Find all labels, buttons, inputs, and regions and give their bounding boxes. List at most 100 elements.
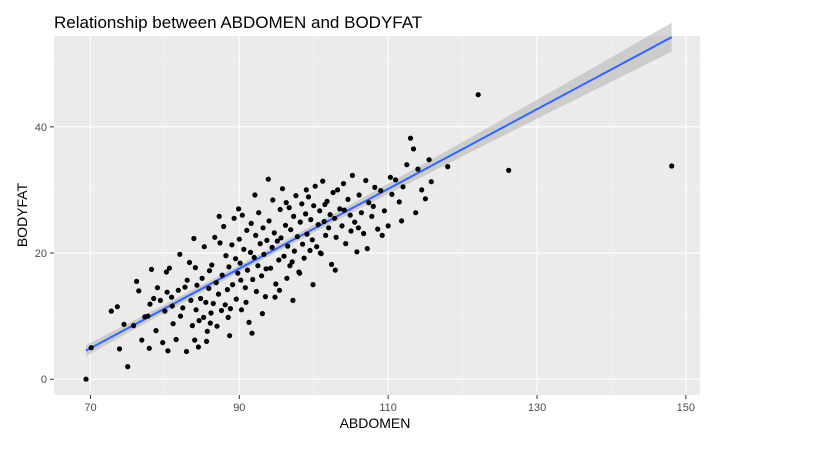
data-point (268, 265, 274, 271)
data-point (195, 344, 201, 350)
data-point (307, 247, 313, 254)
data-point (157, 297, 163, 303)
data-point (201, 314, 207, 320)
data-point (208, 310, 214, 316)
data-point (293, 193, 299, 199)
data-point (372, 184, 378, 190)
chart-title: Relationship between ABDOMEN and BODYFAT (54, 13, 422, 32)
data-point (201, 244, 207, 250)
data-point (389, 191, 395, 197)
data-point (370, 203, 376, 209)
data-point (243, 299, 249, 305)
data-point (475, 92, 481, 98)
data-point (170, 321, 176, 327)
data-point (301, 255, 307, 261)
data-point (203, 299, 209, 305)
data-point (281, 253, 287, 259)
data-point (224, 287, 230, 293)
data-point (125, 364, 131, 370)
data-point (326, 225, 332, 231)
data-point (121, 321, 127, 327)
data-point (422, 196, 428, 202)
data-point (209, 262, 215, 268)
data-point (299, 201, 305, 207)
data-point (262, 294, 268, 300)
data-point (192, 265, 198, 271)
data-point (333, 234, 339, 240)
data-point (231, 215, 237, 221)
data-point (83, 376, 89, 382)
data-point (375, 226, 381, 232)
data-point (238, 277, 244, 283)
data-point (173, 336, 179, 343)
data-point (146, 345, 152, 351)
data-point (248, 220, 254, 226)
data-point (154, 285, 160, 291)
data-point (236, 236, 242, 242)
data-point (317, 250, 323, 256)
data-point (216, 213, 222, 219)
data-point (320, 178, 326, 184)
data-point (166, 265, 172, 271)
data-point (300, 241, 306, 247)
data-point (273, 281, 279, 287)
data-point (238, 307, 245, 313)
data-point (151, 295, 157, 302)
y-axis-title: BODYFAT (14, 182, 30, 247)
data-point (237, 260, 243, 266)
data-point (387, 174, 393, 180)
data-point (175, 287, 181, 293)
data-point (230, 282, 236, 288)
data-point (399, 218, 405, 224)
x-axis-ticks: 70 90 110 130 150 (84, 395, 695, 414)
data-point (340, 181, 347, 187)
data-point (196, 318, 202, 324)
data-point (321, 218, 327, 225)
data-point (184, 277, 190, 283)
data-point (385, 223, 391, 229)
data-point (191, 235, 197, 242)
data-point (266, 218, 272, 224)
data-point (332, 215, 338, 221)
data-point (407, 135, 414, 141)
data-point (183, 348, 190, 355)
data-point (247, 249, 254, 255)
data-point (277, 206, 283, 213)
data-point (257, 241, 263, 247)
data-point (297, 219, 303, 225)
data-point (297, 270, 303, 276)
data-point (364, 246, 370, 252)
data-point (236, 206, 242, 212)
data-point (354, 249, 360, 255)
data-point (426, 157, 432, 163)
data-point (260, 225, 266, 231)
data-point (288, 227, 294, 233)
data-point (188, 297, 194, 303)
data-point (246, 319, 252, 325)
data-point (233, 296, 239, 302)
data-point (108, 308, 114, 314)
data-point (272, 294, 278, 300)
data-points (83, 92, 675, 382)
data-point (335, 187, 341, 193)
data-point (162, 308, 168, 314)
data-point (217, 240, 223, 246)
data-point (204, 328, 210, 334)
regression-line (85, 36, 673, 352)
data-point (249, 330, 255, 336)
data-point (312, 183, 318, 189)
data-point (410, 146, 417, 152)
data-point (235, 270, 241, 276)
data-point (413, 210, 419, 216)
data-point (192, 337, 198, 343)
data-point (251, 254, 257, 261)
data-point (186, 259, 193, 266)
data-point (419, 187, 425, 193)
data-point (445, 164, 451, 170)
data-point (294, 234, 300, 240)
data-point (114, 304, 120, 310)
data-point (259, 311, 265, 317)
data-point (256, 210, 262, 216)
data-point (139, 337, 145, 343)
